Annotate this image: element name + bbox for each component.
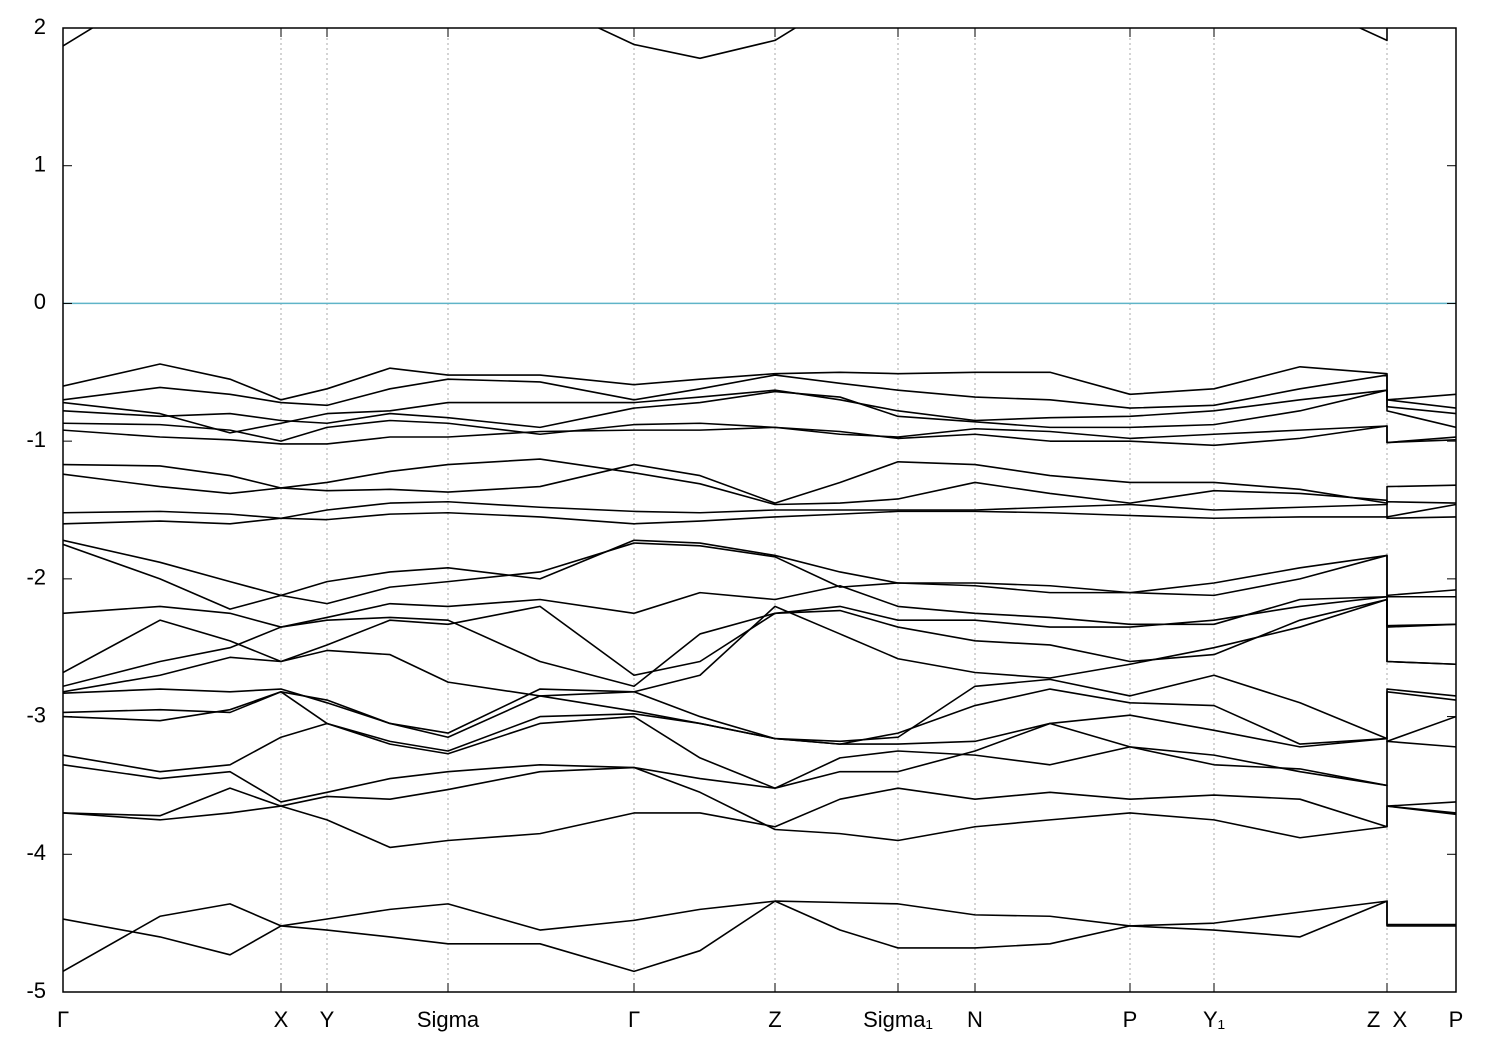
x-tick-label: Sigma [417, 1007, 480, 1032]
x-tick-label: Z X [1367, 1007, 1408, 1032]
band [63, 542, 1456, 610]
y-tick-label: 2 [34, 14, 46, 39]
x-tick-label: Y [320, 1007, 335, 1032]
band [63, 584, 1456, 628]
x-tick-label: Γ [57, 1007, 69, 1032]
band [63, 461, 1456, 504]
x-tick-label: X [274, 1007, 289, 1032]
y-tick-label: -4 [26, 840, 46, 865]
x-tick-label: Γ [628, 1007, 640, 1032]
x-tick-label: N [967, 1007, 983, 1032]
band [63, 766, 1456, 842]
y-tick-label: -3 [26, 702, 46, 727]
band [63, 28, 1388, 60]
y-tick-label: 1 [34, 152, 46, 177]
x-tick-label: Z [768, 1007, 781, 1032]
band [63, 690, 1456, 752]
plot-frame [62, 27, 1457, 993]
band [63, 389, 1456, 434]
band [63, 510, 1456, 525]
y-tick-label: -1 [26, 427, 46, 452]
band [63, 389, 1456, 429]
band [63, 500, 1456, 520]
x-tick-label: Y₁ [1203, 1007, 1225, 1032]
x-tick-label: P [1449, 1007, 1464, 1032]
bands [63, 28, 1456, 973]
y-tick-label: -2 [26, 565, 46, 590]
x-tick-label: Sigma₁ [863, 1007, 933, 1032]
band [63, 539, 1456, 597]
y-tick-label: -5 [26, 978, 46, 1003]
y-tick-label: 0 [34, 289, 46, 314]
band [63, 425, 1456, 447]
band [63, 787, 1456, 849]
axes: -5 -4 -3 -2 -1 0 1 2 Γ X Y Sigma Γ Z Sigma₁ N P Y₁ Z X P [26, 14, 1463, 1032]
band [63, 900, 1456, 973]
band [63, 374, 1456, 409]
band [63, 746, 1456, 807]
band [63, 458, 1456, 518]
band [63, 598, 1456, 697]
band [63, 598, 1456, 688]
band [63, 363, 1456, 401]
x-tick-label: P [1123, 1007, 1138, 1032]
